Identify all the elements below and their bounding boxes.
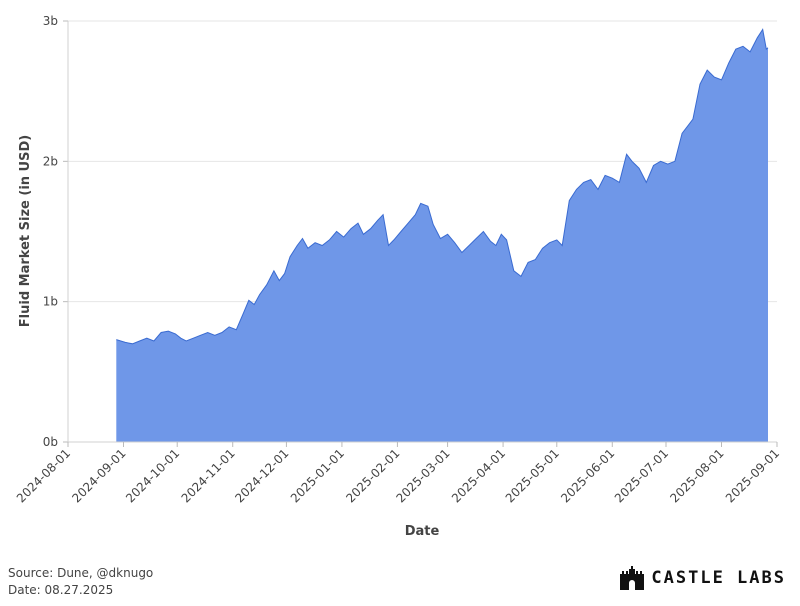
source-note: Source: Dune, @dknugo <box>8 566 154 580</box>
x-tick-label: 2025-01-01 <box>288 446 347 505</box>
x-tick-label: 2024-08-01 <box>14 446 73 505</box>
x-tick-label: 2025-05-01 <box>503 446 562 505</box>
area-fill <box>116 29 769 443</box>
x-tick-label: 2025-08-01 <box>667 446 726 505</box>
x-tick-label: 2024-12-01 <box>232 446 291 505</box>
y-tick-label: 3b <box>43 14 58 28</box>
area-line <box>116 28 769 345</box>
logo-text: CASTLE LABS <box>651 568 786 588</box>
x-tick-label: 2024-09-01 <box>69 446 128 505</box>
castle-icon <box>620 566 645 590</box>
x-tick-label: 2025-06-01 <box>558 446 617 505</box>
y-axis: 0b 1b 2b 3b <box>43 14 69 449</box>
brand-logo: CASTLE LABS <box>619 566 786 590</box>
x-tick-label: 2024-11-01 <box>179 446 238 505</box>
date-note: Date: 08.27.2025 <box>8 583 114 597</box>
x-tick-label: 2025-03-01 <box>393 446 452 505</box>
x-tick-label: 2025-04-01 <box>449 446 508 505</box>
x-axis: 2024-08-012024-09-012024-10-012024-11-01… <box>14 441 782 505</box>
y-axis-title: Fluid Market Size (in USD) <box>18 135 33 327</box>
x-tick-label: 2024-10-01 <box>123 446 182 505</box>
area-series <box>116 28 769 443</box>
footer: Source: Dune, @dknugo Date: 08.27.2025 <box>8 565 153 599</box>
x-axis-title: Date <box>405 524 440 539</box>
y-tick-label: 1b <box>43 295 58 309</box>
y-tick-label: 2b <box>43 154 58 168</box>
y-tick-label: 0b <box>43 435 58 449</box>
x-tick-label: 2025-09-01 <box>723 446 782 505</box>
x-tick-label: 2025-07-01 <box>612 446 671 505</box>
